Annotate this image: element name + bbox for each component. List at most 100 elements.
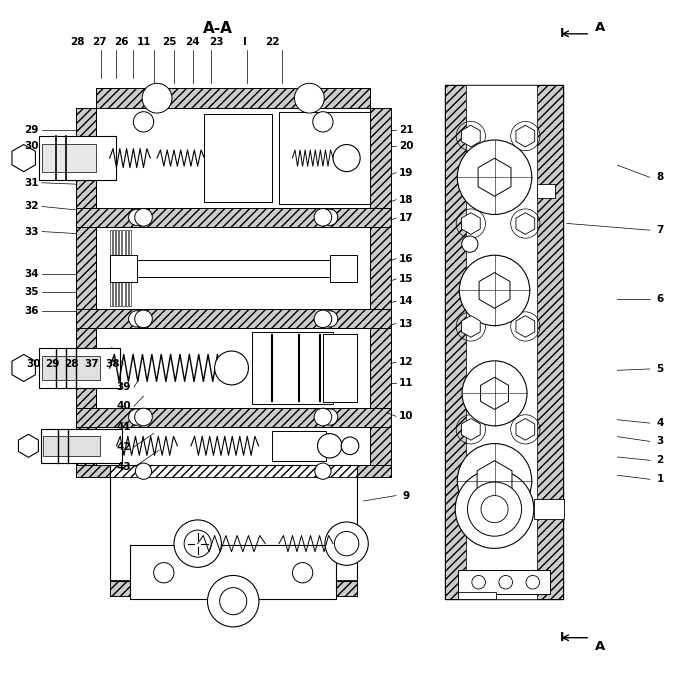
- Bar: [76, 465, 391, 477]
- Bar: [534, 499, 564, 519]
- Bar: [76, 427, 96, 465]
- Text: 42: 42: [117, 442, 131, 452]
- Polygon shape: [478, 158, 511, 196]
- Polygon shape: [481, 377, 508, 410]
- Text: 1: 1: [657, 475, 664, 484]
- Bar: [444, 85, 466, 599]
- Text: A: A: [596, 640, 605, 653]
- Text: 30: 30: [26, 359, 41, 369]
- Text: 28: 28: [71, 37, 85, 47]
- Text: 34: 34: [25, 269, 39, 279]
- Text: 8: 8: [657, 173, 664, 182]
- Circle shape: [295, 83, 324, 113]
- Polygon shape: [18, 435, 38, 458]
- Circle shape: [313, 112, 333, 132]
- Bar: [444, 85, 564, 599]
- Text: 20: 20: [399, 141, 414, 150]
- Polygon shape: [477, 460, 512, 501]
- Text: 16: 16: [399, 254, 414, 263]
- Circle shape: [457, 443, 532, 518]
- Circle shape: [293, 563, 313, 583]
- Bar: [125, 230, 128, 306]
- Polygon shape: [516, 213, 535, 234]
- Text: 11: 11: [399, 378, 414, 387]
- Circle shape: [142, 83, 172, 113]
- Text: 33: 33: [25, 227, 39, 236]
- Text: 36: 36: [25, 307, 39, 316]
- Bar: [279, 112, 370, 204]
- Bar: [272, 431, 326, 461]
- Bar: [370, 108, 391, 208]
- Text: 5: 5: [657, 364, 664, 374]
- Bar: [119, 230, 121, 306]
- Bar: [76, 328, 96, 408]
- Circle shape: [325, 522, 368, 565]
- Bar: [110, 255, 136, 282]
- Circle shape: [321, 209, 338, 225]
- Circle shape: [134, 209, 153, 226]
- Bar: [76, 108, 96, 208]
- Text: 7: 7: [657, 225, 664, 235]
- Circle shape: [468, 482, 522, 536]
- Polygon shape: [461, 213, 480, 234]
- Bar: [538, 85, 564, 599]
- Bar: [76, 427, 96, 465]
- Bar: [458, 592, 496, 599]
- Bar: [444, 85, 466, 599]
- Bar: [370, 328, 391, 408]
- Circle shape: [321, 409, 338, 425]
- Text: 6: 6: [657, 294, 664, 304]
- Text: 2: 2: [657, 456, 664, 465]
- Circle shape: [174, 520, 221, 567]
- Text: 32: 32: [25, 202, 39, 211]
- Bar: [129, 230, 131, 306]
- Bar: [110, 465, 357, 581]
- Bar: [110, 580, 357, 596]
- Text: 3: 3: [657, 437, 664, 446]
- Bar: [323, 334, 357, 402]
- Text: I: I: [560, 27, 564, 41]
- Circle shape: [481, 496, 508, 523]
- Text: 27: 27: [92, 37, 107, 47]
- Text: 15: 15: [399, 274, 414, 284]
- Bar: [370, 227, 391, 309]
- Circle shape: [341, 437, 359, 455]
- Text: 19: 19: [399, 168, 414, 177]
- Circle shape: [457, 140, 532, 215]
- Bar: [76, 227, 96, 309]
- Bar: [38, 136, 116, 180]
- Circle shape: [129, 209, 145, 225]
- Bar: [96, 108, 370, 208]
- Polygon shape: [461, 418, 480, 440]
- Bar: [96, 88, 370, 108]
- Bar: [76, 408, 391, 427]
- Bar: [76, 328, 96, 408]
- Bar: [76, 108, 96, 208]
- Text: 10: 10: [399, 412, 414, 421]
- Polygon shape: [516, 315, 535, 337]
- Polygon shape: [461, 125, 480, 147]
- Bar: [458, 570, 550, 594]
- Text: 18: 18: [399, 195, 414, 204]
- Circle shape: [129, 409, 145, 425]
- Text: 28: 28: [64, 359, 78, 369]
- Bar: [76, 408, 391, 427]
- Text: 21: 21: [399, 125, 414, 135]
- Text: 24: 24: [186, 37, 200, 47]
- Bar: [38, 348, 120, 388]
- Circle shape: [315, 463, 331, 479]
- Circle shape: [134, 112, 154, 132]
- Bar: [96, 227, 370, 309]
- Text: I: I: [560, 631, 564, 645]
- Bar: [136, 259, 357, 276]
- Text: 26: 26: [115, 37, 129, 47]
- Bar: [370, 328, 391, 408]
- Polygon shape: [12, 355, 36, 382]
- Circle shape: [462, 236, 478, 253]
- Circle shape: [314, 209, 332, 226]
- Circle shape: [318, 433, 342, 458]
- Bar: [76, 208, 391, 227]
- Bar: [43, 436, 100, 456]
- Circle shape: [335, 531, 359, 556]
- Text: 4: 4: [657, 418, 664, 428]
